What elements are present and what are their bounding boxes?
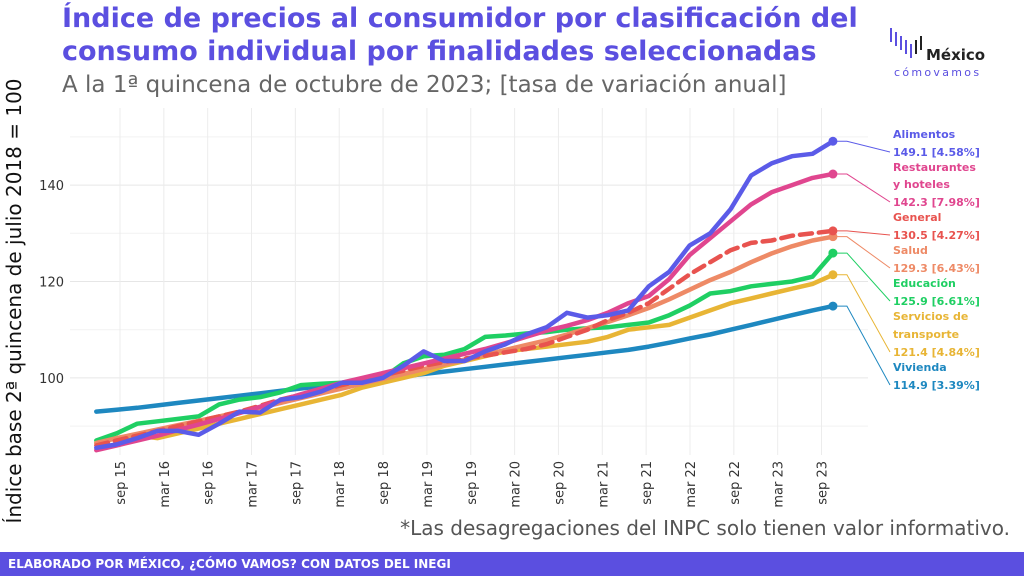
x-tick-label: mar 16 [158,461,173,508]
chart-subtitle: A la 1ª quincena de octubre de 2023; [ta… [62,72,787,98]
x-tick-label: sep 19 [465,461,480,505]
x-tick-label: mar 21 [596,461,611,508]
y-tick-label: 100 [39,372,64,387]
mexico-como-vamos-logo: México cómovamos [888,24,1016,84]
y-tick-label: 140 [39,179,64,194]
series-value-label: 121.4 [4.84%] [893,346,980,359]
series-value-label: 125.9 [6.61%] [893,295,980,308]
x-tick-label: mar 23 [772,461,787,508]
chart-title: Índice de precios al consumidor por clas… [62,3,858,67]
leader-line-vivienda [832,305,891,386]
x-tick-label: sep 22 [728,461,743,505]
series-line-educaci-n [94,250,836,443]
logo-name: México [926,46,986,64]
x-tick-label: sep 16 [202,461,217,505]
x-tick-label: sep 23 [816,461,831,505]
x-tick-label: mar 18 [333,461,348,508]
footer-credit: ELABORADO POR MÉXICO, ¿CÓMO VAMOS? CON D… [0,552,1024,576]
series-value-label: 149.1 [4.58%] [893,146,980,159]
series-name-label: Alimentos [893,128,956,141]
x-tick-label: mar 22 [684,461,699,508]
series-name-label: Restaurantes [893,161,976,174]
series-value-label: 142.3 [7.98%] [893,196,980,209]
x-tick-label: sep 15 [114,461,129,505]
series-name-label: transporte [893,328,959,341]
series-name-label: Educación [893,277,956,290]
x-tick-label: sep 20 [552,461,567,505]
series-name-label: Salud [893,244,928,257]
leader-line-salud [832,236,891,269]
y-tick-label: 120 [39,276,64,291]
series-name-label: y hoteles [893,178,950,191]
logo-sub: cómovamos [894,66,982,79]
leader-line-alimentos [832,140,891,153]
series-name-label: Vivienda [893,361,947,374]
series-line-vivienda [94,303,836,414]
leader-line-general [832,230,891,236]
x-tick-label: sep 17 [289,461,304,505]
series-line-alimentos [94,139,836,451]
series-value-label: 130.5 [4.27%] [893,229,980,242]
series-value-label: 129.3 [6.43%] [893,262,980,275]
leader-line-servicios-de-transporte [832,274,891,353]
leader-line-educaci-n [832,252,891,302]
series-value-label: 114.9 [3.39%] [893,379,980,392]
leader-line-restaurantes-y-hoteles [832,173,891,203]
x-tick-label: mar 17 [246,461,261,508]
bars-logo-icon [890,28,922,58]
x-tick-label: mar 20 [509,461,524,508]
series-name-label: General [893,211,941,224]
series-name-label: Servicios de [893,310,968,323]
footnote: *Las desagregaciones del INPC solo tiene… [400,516,1010,540]
x-tick-label: sep 21 [640,461,655,505]
x-tick-label: mar 19 [421,461,436,508]
x-tick-label: sep 18 [377,461,392,505]
series-line-restaurantes-y-hoteles [94,171,836,453]
y-axis-label: Índice base 2ª quincena de julio 2018 = … [2,78,26,524]
